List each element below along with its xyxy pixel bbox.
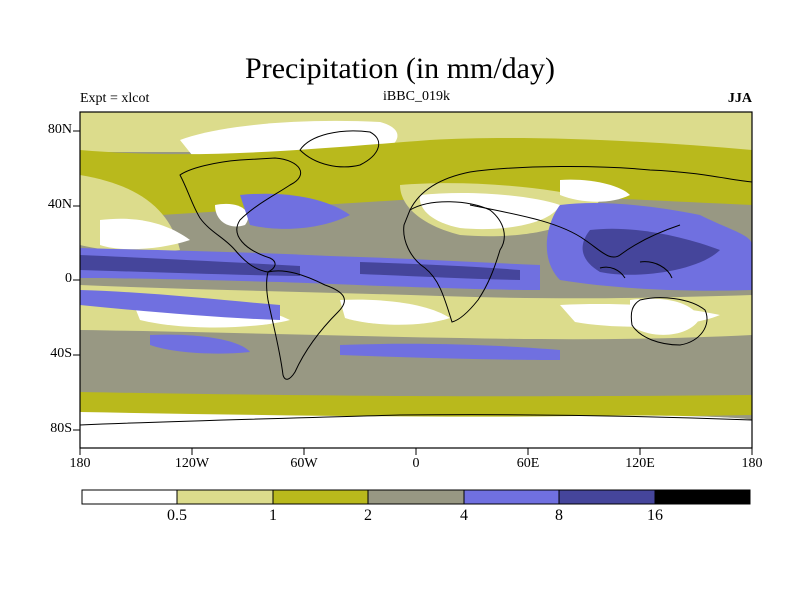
lat-tick-label: 0 [65, 271, 72, 286]
lon-tick-label: 120E [625, 456, 655, 471]
lon-tick-label: 0 [412, 456, 420, 471]
coastline-australia [630, 297, 708, 346]
coastline-south-america [266, 270, 345, 380]
map-title: Precipitation (in mm/day) [245, 52, 555, 85]
coastlines [79, 130, 753, 426]
lat-tick-label: 80N [47, 122, 72, 137]
lat-tick-label: 40S [50, 346, 72, 361]
colorbar-level-label: 2 [364, 507, 372, 524]
colorbar-segment [654, 489, 751, 505]
colorbar-segment [367, 489, 465, 505]
coastline-antarctica [79, 414, 753, 426]
axis-ticks [73, 130, 753, 455]
experiment-label: Expt = xlcot [80, 91, 150, 106]
run-id-label: iBBC_019k [383, 89, 450, 104]
colorbar-segment [272, 489, 369, 505]
lon-tick-label: 60W [290, 456, 318, 471]
coastline-north-america [179, 157, 302, 273]
colorbar [81, 489, 751, 505]
colorbar-segment [176, 489, 274, 505]
lat-tick-label: 80S [50, 421, 72, 436]
season-label: JJA [727, 91, 752, 106]
precipitation-field [80, 112, 752, 448]
lon-tick-label: 180 [69, 456, 91, 471]
lon-tick-label: 120W [174, 456, 210, 471]
colorbar-level-label: 8 [555, 507, 563, 524]
coastline-maritime-continent [599, 261, 673, 279]
colorbar-level-label: 4 [460, 507, 468, 524]
lat-tick-label: 40N [47, 197, 72, 212]
lon-tick-label: 180 [741, 456, 763, 471]
coastline-eurasia [409, 165, 753, 258]
colorbar-segment [81, 489, 178, 505]
lon-tick-label: 60E [516, 456, 540, 471]
colorbar-level-label: 0.5 [167, 507, 187, 524]
colorbar-segment [463, 489, 560, 505]
colorbar-level-label: 16 [647, 507, 663, 524]
colorbar-segment [558, 489, 656, 505]
colorbar-level-label: 1 [269, 507, 277, 524]
coastline-greenland [299, 130, 380, 168]
